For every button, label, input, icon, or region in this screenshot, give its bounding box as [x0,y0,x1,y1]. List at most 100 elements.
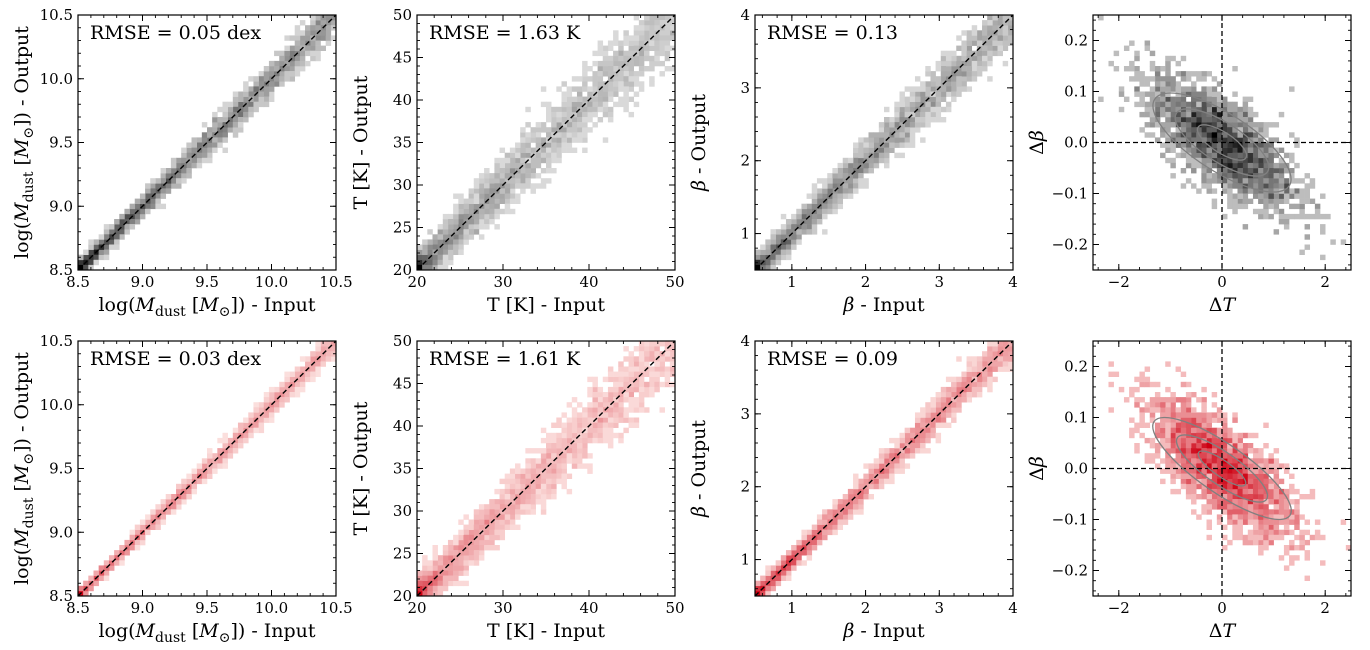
heatmap-cell [1242,494,1249,500]
heatmap-cell [909,132,916,138]
heatmap-cell [310,376,316,383]
heatmap-cell [1263,509,1269,515]
heatmap-cell [853,494,859,500]
heatmap-cell [597,60,604,67]
heatmap-cell [83,590,89,596]
heatmap-cell [940,117,947,123]
heatmap-cell [1206,152,1212,159]
heatmap-cell [546,432,552,439]
heatmap-cell [186,488,192,495]
heatmap-cell [284,71,290,77]
heatmap-cell [607,60,614,67]
heatmap-cell [566,417,573,423]
heatmap-cell [1268,213,1274,220]
heatmap-cell [525,458,531,464]
heatmap-cell [1247,188,1254,194]
heatmap-cell [1237,168,1243,174]
heatmap-cell [442,580,449,587]
heatmap-cell [940,386,947,393]
heatmap-cell [473,183,480,189]
heatmap-cell [1160,66,1166,72]
heatmap-cell [1211,392,1218,398]
heatmap-cell [811,219,818,225]
heatmap-cell [1227,188,1233,194]
heatmap-cell [659,341,665,347]
heatmap-cell [494,499,500,505]
heatmap-cell [1149,132,1156,138]
heatmap-cell [775,229,782,235]
heatmap-cell [1154,422,1161,428]
heatmap-cell [170,178,177,184]
heatmap-cell [1273,478,1280,485]
heatmap-cell [119,560,125,566]
heatmap-cell [587,412,593,418]
heatmap-cell [1237,111,1243,118]
heatmap-cell [837,183,844,189]
heatmap-cell [644,30,650,36]
heatmap-cell [468,193,475,199]
heatmap-cell [1278,213,1285,220]
heatmap-cell [422,239,428,245]
heatmap-cell [155,504,161,510]
heatmap-cell [217,122,223,128]
heatmap-cell [1252,178,1259,184]
heatmap-cell [1309,178,1316,184]
heatmap-cell [1252,183,1259,189]
heatmap-cell [1273,504,1280,510]
heatmap-cell [1191,417,1197,423]
heatmap-cells [78,341,336,596]
heatmap-cell [520,483,526,490]
heatmap-cell [1108,60,1114,67]
heatmap-cell [535,468,542,474]
heatmap-cell [1160,111,1166,118]
heatmap-cell [494,509,500,515]
heatmap-cell [1160,437,1166,444]
heatmap-cell [796,539,802,546]
heatmap-cell [780,213,787,220]
heatmap-cell [1289,173,1295,179]
heatmap-cell [785,229,792,235]
heatmap-cell [1180,371,1187,377]
heatmap-cell [509,162,516,169]
heatmap-cell [458,229,464,235]
heatmap-cell [940,50,947,57]
heatmap-cell [279,402,285,408]
heatmap-cell [186,473,192,479]
heatmap-cell [1258,208,1264,215]
heatmap-cell [1175,443,1182,449]
x-tick-label: 8.5 [66,273,90,291]
heatmap-cell [607,443,614,449]
heatmap-cell [582,60,588,67]
heatmap-cell [1268,514,1274,520]
heatmap-cell [289,55,296,62]
x-tick-label: 10.0 [255,599,288,617]
heatmap-cell [207,468,213,474]
heatmap-cell [1258,483,1264,490]
heatmap-cell [1165,60,1171,67]
heatmap-cell [160,504,167,510]
heatmap-cell [654,381,660,388]
y-tick-label: 1 [740,225,750,243]
heatmap-cell [837,178,844,184]
heatmap-cell [1247,483,1254,490]
heatmap-cell [1211,437,1218,444]
heatmap-cell [88,585,94,592]
heatmap-cell [669,35,675,41]
heatmap-cell [1222,524,1228,530]
y-tick-label: 20 [393,261,412,279]
heatmap-cell [904,142,911,148]
heatmap-cell [899,91,905,97]
heatmap-cell [1247,162,1254,169]
heatmap-cell [1273,458,1280,464]
heatmap-cell [1252,524,1259,530]
heatmap-cell [561,427,567,434]
heatmap-cell [669,25,675,31]
heatmap-cell [1252,534,1259,541]
heatmap-cell [992,15,998,21]
heatmap-cell [566,117,573,123]
heatmap-cell [566,147,573,153]
heatmap-cell [268,60,275,67]
x-tick-label: 9.5 [195,599,219,617]
heatmap-cell [1180,152,1187,159]
